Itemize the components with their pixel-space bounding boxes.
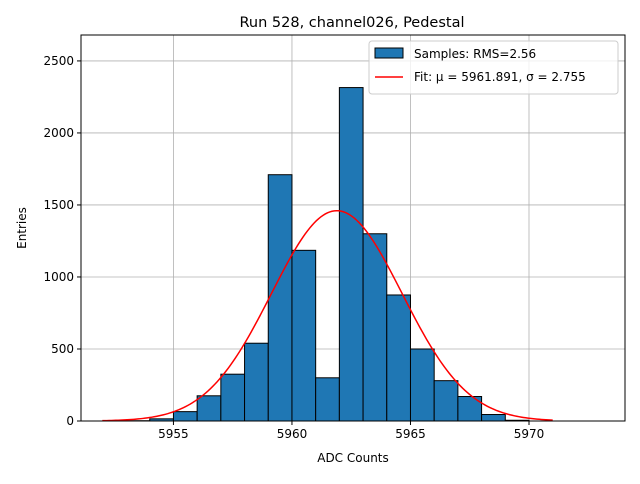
histogram-bar xyxy=(410,349,434,421)
histogram-bar xyxy=(434,381,458,421)
x-tick-label: 5955 xyxy=(158,427,189,441)
legend: Samples: RMS=2.56 Fit: μ = 5961.891, σ =… xyxy=(369,41,618,94)
histogram-bar xyxy=(363,234,387,421)
y-tick-label: 500 xyxy=(51,342,74,356)
x-tick-label: 5960 xyxy=(277,427,308,441)
histogram-bar xyxy=(339,88,363,421)
x-axis-label: ADC Counts xyxy=(317,451,389,465)
legend-label-samples: Samples: RMS=2.56 xyxy=(414,47,536,61)
histogram-bar xyxy=(292,250,316,421)
y-tick-label: 0 xyxy=(66,414,74,428)
histogram-bars xyxy=(126,88,529,421)
x-tick-label: 5965 xyxy=(395,427,426,441)
y-tick-label: 2500 xyxy=(43,54,74,68)
histogram-bar xyxy=(173,412,197,421)
histogram-bar xyxy=(221,374,245,421)
histogram-bar xyxy=(316,378,340,421)
x-tick-label: 5970 xyxy=(514,427,545,441)
legend-label-fit: Fit: μ = 5961.891, σ = 2.755 xyxy=(414,70,586,84)
histogram-bar xyxy=(387,295,411,421)
y-tick-label: 2000 xyxy=(43,126,74,140)
histogram-bar xyxy=(482,415,506,421)
y-tick-label: 1000 xyxy=(43,270,74,284)
legend-swatch-samples xyxy=(375,48,403,58)
y-tick-label: 1500 xyxy=(43,198,74,212)
histogram-bar xyxy=(197,396,221,421)
histogram-bar xyxy=(268,175,292,421)
chart-title: Run 528, channel026, Pedestal xyxy=(239,15,464,31)
histogram-bar xyxy=(245,343,269,421)
y-axis-label: Entries xyxy=(15,207,29,249)
